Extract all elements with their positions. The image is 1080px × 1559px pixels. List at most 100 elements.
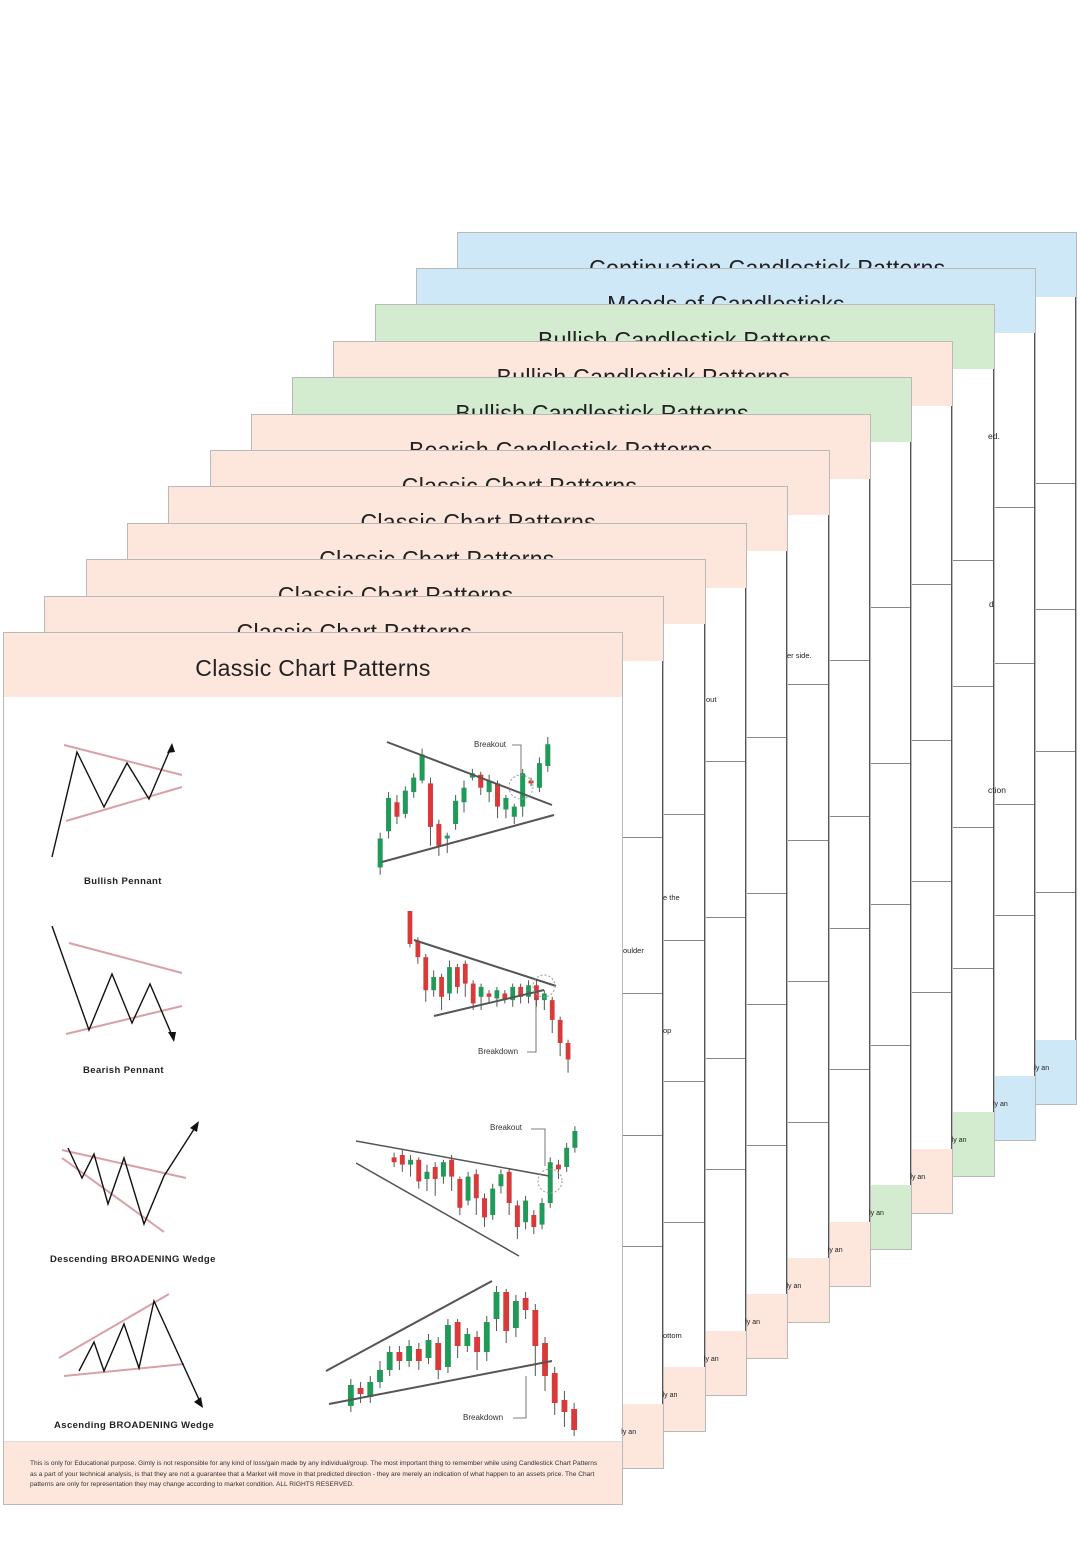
bearish-candle (486, 993, 492, 997)
card-text-fragment: ly an (621, 1428, 637, 1436)
row-divider (1016, 750, 1077, 752)
card-text-fragment: ly an (745, 1319, 760, 1327)
bearish-candle (532, 1310, 539, 1346)
card-edge (662, 660, 664, 1404)
bearish-candle (457, 1179, 463, 1208)
row-divider (603, 837, 664, 839)
row-divider (685, 760, 746, 762)
card-edge (703, 624, 705, 1368)
bearish-candle (502, 993, 508, 1001)
bullish-candle (419, 754, 425, 781)
descending-broadening-wedge-diagram (61, 1121, 578, 1257)
bearish-candle (514, 1205, 520, 1227)
card-text-fragment: out (706, 695, 717, 704)
row-divider (933, 968, 994, 970)
bullish-candle (425, 1340, 432, 1358)
pattern-row-bearish-pennant: Breakdown Bearish Pennant (4, 898, 622, 1087)
pattern-label: Bullish Pennant (84, 876, 162, 887)
bearish-candle (531, 1215, 537, 1227)
bearish-candle (555, 1164, 561, 1170)
bearish-candle (473, 1174, 479, 1199)
bearish-candle (415, 940, 421, 958)
pattern-card[interactable]: Classic Chart Patterns Breakout Bullish … (3, 632, 623, 1505)
row-divider (644, 940, 705, 942)
bearish-candle (474, 1337, 480, 1352)
bullish-candle (523, 1200, 529, 1223)
bearish-candle (549, 1000, 555, 1020)
row-divider (727, 1004, 788, 1006)
bearish-candle (416, 1159, 422, 1182)
row-divider (809, 1068, 870, 1070)
bearish-candle (478, 774, 484, 788)
bearish-candle (542, 1343, 548, 1376)
row-divider (933, 686, 994, 688)
bearish-candle (518, 986, 523, 997)
bearish-candle (503, 1292, 510, 1331)
bullish-candle (424, 1171, 430, 1179)
bullish-candle (377, 838, 383, 868)
row-divider (892, 739, 953, 741)
bullish-candle (490, 1188, 496, 1215)
bullish-candle (520, 773, 526, 807)
bullish-candle (493, 1292, 500, 1319)
card-edge (951, 405, 953, 1149)
bearish-candle (396, 1352, 403, 1361)
bullish-candle (465, 1176, 471, 1201)
bearish-candle (391, 1157, 397, 1163)
breakout-annotation: Breakout (490, 1123, 523, 1132)
disclaimer-text: This is only for Educational purpose. Gi… (30, 1460, 598, 1488)
bullish-candle (453, 800, 459, 824)
pattern-label: Bearish Pennant (83, 1065, 164, 1076)
card-edge (910, 442, 912, 1186)
bullish-candle (406, 1346, 413, 1361)
bearish-candle (423, 957, 429, 991)
row-divider (933, 827, 994, 829)
bullish-candle (545, 744, 551, 766)
bullish-candle (411, 777, 417, 793)
bearish-candle (439, 977, 444, 997)
card-title: Classic Chart Patterns (4, 633, 622, 697)
bearish-candle (455, 967, 460, 987)
bullish-candle (526, 985, 531, 997)
card-text-fragment: ly an (662, 1392, 678, 1400)
row-divider (768, 683, 829, 685)
row-divider (768, 839, 829, 841)
bullish-candle (494, 990, 500, 999)
bullish-candle (564, 1147, 570, 1167)
bullish-candle (408, 1159, 414, 1165)
row-divider (892, 583, 953, 585)
disclaimer-footer (4, 1440, 622, 1504)
bullish-candle (512, 1301, 519, 1328)
card-text-fragment: ed. (988, 431, 1000, 441)
bullish-candle (386, 1352, 393, 1370)
card-edge (1075, 296, 1077, 1040)
bearish-candle (394, 802, 400, 817)
bullish-candle (440, 1162, 446, 1177)
bearish-candle (357, 1388, 364, 1394)
pattern-label: Ascending BROADENING Wedge (54, 1420, 215, 1431)
bearish-candle (506, 1171, 512, 1203)
bullish-candle (503, 797, 509, 810)
breakout-annotation: Breakout (474, 740, 507, 749)
card-text-fragment: ly an (869, 1210, 884, 1218)
card-edge (827, 515, 829, 1258)
row-divider (809, 660, 870, 662)
bearish-candle (528, 780, 534, 784)
row-divider (685, 1057, 746, 1059)
ascending-broadening-wedge-diagram (58, 1280, 578, 1436)
card-text-fragment: oulder (623, 946, 644, 955)
row-divider (851, 763, 912, 765)
row-divider (644, 814, 705, 816)
bearish-candle (454, 1322, 461, 1346)
bullish-candle (572, 1131, 578, 1148)
bearish-candle (522, 1298, 529, 1310)
bearish-candle (399, 1155, 405, 1165)
bearish-pennant-diagram (51, 911, 571, 1073)
row-divider (851, 904, 912, 906)
row-divider (851, 1045, 912, 1047)
bullish-candle (367, 1382, 374, 1397)
row-divider (603, 1245, 664, 1247)
card-text-fragment: er side. (787, 651, 812, 660)
card-text-fragment: ly an (910, 1173, 926, 1181)
bearish-candle (427, 783, 433, 827)
